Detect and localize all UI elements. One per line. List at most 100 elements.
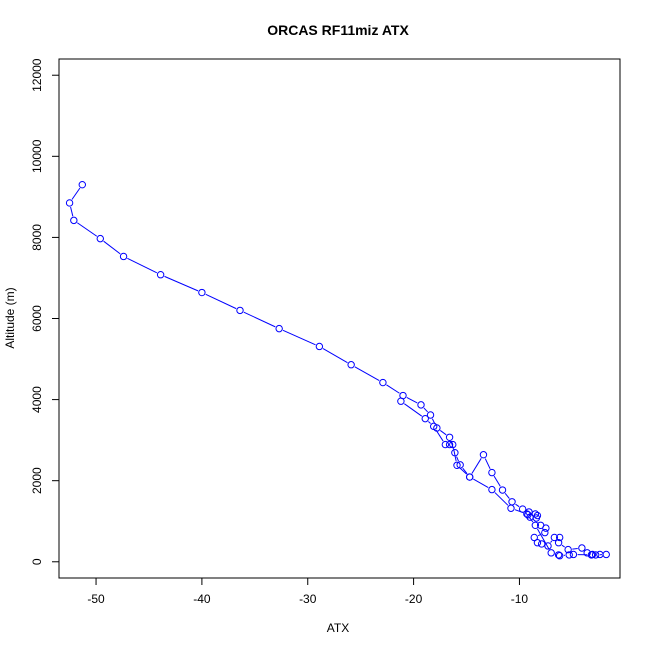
series-segment [404,403,423,417]
data-point [523,510,531,518]
data-point [156,271,165,279]
data-point [531,510,540,518]
series-segment [453,448,457,462]
series-segment [456,456,459,462]
y-tick-label: 2000 [30,467,44,494]
data-point [70,216,78,225]
series-segment [423,407,429,413]
data-point [583,549,591,557]
series-segment [473,478,489,488]
data-point [198,288,206,297]
data-point [587,551,596,559]
data-point [530,533,538,542]
series-segment [205,293,237,310]
series-segment [561,544,566,548]
data-point [65,199,74,207]
data-point [479,451,488,459]
data-point [397,397,405,405]
chart-title: ORCAS RF11miz ATX [267,22,409,38]
data-point [508,498,516,506]
series-segment [484,458,491,469]
data-point [426,411,435,419]
series-layer [65,180,610,560]
data-point [441,440,450,449]
data-point [465,473,474,481]
series-segment [536,528,550,550]
data-point [453,461,461,469]
data-point [518,505,527,513]
x-tick-label: -50 [87,592,105,606]
y-tick-label: 8000 [30,224,44,251]
x-tick-label: -10 [511,592,529,606]
data-point [96,234,104,243]
data-point [488,468,496,477]
series-segment [322,348,348,364]
series-segment [572,547,578,550]
series-segment [354,366,380,381]
series-segment [459,467,467,475]
data-point [488,485,496,494]
data-point [542,524,550,532]
data-point [565,551,573,559]
data-point [275,324,283,333]
series-segment [439,430,447,436]
data-point [119,252,128,261]
data-point [449,440,457,449]
series-segment [528,517,534,523]
data-point [78,180,86,189]
data-point [421,414,429,423]
data-point [533,539,542,547]
data-point [555,551,564,560]
data-point [507,504,515,512]
data-point [498,486,507,494]
series-segment [435,429,444,442]
y-axis: 0 2000 4000 6000 8000 10000 12000 [30,58,60,565]
series-segment [282,329,316,346]
y-tick-label: 12000 [30,58,44,92]
data-point [550,533,559,542]
data-point [591,551,600,559]
data-point [554,539,563,547]
data-point [417,401,425,409]
data-point [602,550,610,559]
series-segment [164,275,199,292]
data-point [451,449,459,457]
data-point [315,342,324,351]
x-axis-label: ATX [327,621,349,635]
data-point [569,550,578,559]
series-segment [406,397,418,404]
x-tick-label: -40 [193,592,211,606]
series-segment [462,467,468,475]
series-segment [493,475,501,487]
data-point [347,361,355,369]
series-segment [494,492,509,506]
data-point [236,306,244,315]
data-point [445,433,454,442]
data-point [430,422,438,431]
data-point [547,549,555,557]
series-segment [515,503,520,508]
series-segment [550,540,553,543]
y-tick-label: 6000 [30,305,44,332]
y-tick-label: 4000 [30,386,44,413]
series-segment [71,187,81,200]
data-point [531,521,540,529]
series-segment [471,458,482,474]
data-point [456,461,464,469]
data-point [379,378,387,387]
y-axis-label: Altitude (m) [3,287,17,348]
series-segment [243,311,276,328]
series-segment [504,492,510,499]
series-segment [428,421,431,424]
data-point [578,544,586,552]
data-point [554,551,563,559]
data-point [555,533,564,542]
plot-frame [58,58,621,579]
data-point [537,540,546,548]
data-point [445,440,454,449]
series-segment [70,206,74,217]
x-axis: -50 -40 -30 -20 -10 [87,577,529,606]
series-segment [386,384,400,394]
